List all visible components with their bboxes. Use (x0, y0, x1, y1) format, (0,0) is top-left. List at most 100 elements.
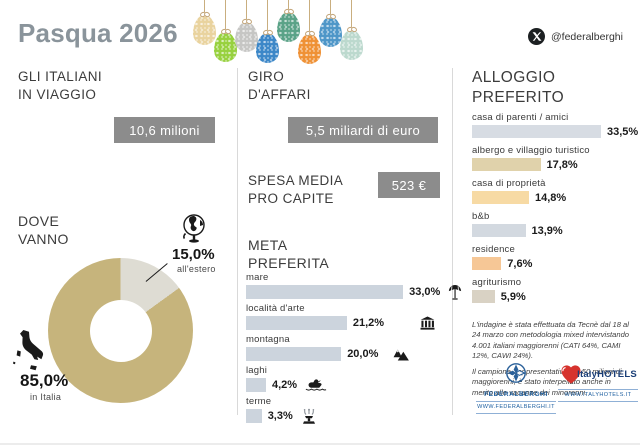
column-divider (452, 68, 453, 415)
bar-value: 33,0% (409, 286, 441, 298)
bar (246, 409, 262, 423)
bar-value: 3,3% (267, 410, 293, 422)
bar-label: terme (246, 396, 272, 407)
italyhotels-url[interactable]: WWW.ITALYHOTELS.IT (564, 392, 632, 398)
egg-bow-icon (326, 13, 336, 18)
bar-label: b&b (472, 211, 490, 222)
italyhotels-logo: ItalyHOTELS WWW.ITALYHOTELS.IT (558, 362, 638, 402)
bar-row-agriturismo: agriturismo 5,9% (472, 277, 640, 303)
egg-bow-icon (305, 30, 315, 35)
bar (246, 347, 342, 361)
egg-bow-icon (284, 8, 294, 13)
bar (246, 285, 404, 299)
bar (246, 378, 266, 392)
egg-icon (256, 33, 279, 63)
egg-string (204, 0, 205, 12)
egg-icon (319, 17, 342, 47)
egg-bow-icon (200, 11, 210, 16)
bar-row-b&b: b&b 13,9% (472, 211, 640, 237)
easter-egg (256, 0, 279, 63)
column-divider (237, 68, 238, 415)
egg-bow-icon (221, 28, 231, 33)
destinations-heading: DOVE VANNO (18, 213, 69, 248)
bar (472, 224, 526, 237)
egg-bow-icon (242, 18, 252, 23)
meta-bar-chart: mare 33,0% località d'arte 21,2% montagna 20,… (246, 272, 462, 427)
egg-string (246, 0, 247, 19)
bar-row-montagna: montagna 20,0% (246, 334, 452, 361)
federalberghi-url[interactable]: WWW.FEDERALBERGHI.IT (477, 404, 555, 410)
bar-value: 17,8% (546, 158, 578, 171)
destinations-donut-chart (48, 258, 193, 403)
mountain-icon (392, 348, 410, 361)
easter-egg (235, 0, 258, 52)
bar-value: 4,2% (272, 379, 298, 391)
bar-row-casa-di-parenti-amici: casa di parenti / amici 33,5% (472, 112, 640, 138)
alloggio-bar-chart: casa di parenti / amici 33,5% albergo e vi… (472, 112, 640, 310)
egg-bow-icon (347, 26, 357, 31)
bar-row-residence: residence 7,6% (472, 244, 640, 270)
bar-label: agriturismo (472, 277, 522, 288)
easter-egg (214, 0, 237, 62)
globe-icon (180, 212, 208, 249)
easter-eggs-decoration (193, 0, 365, 78)
logo-divider (558, 401, 638, 402)
bar-row-albergo-e-villaggio-turistico: albergo e villaggio turistico 17,8% (472, 145, 640, 171)
bar-label: laghi (246, 365, 268, 376)
easter-egg (193, 0, 216, 45)
business-heading: GIRO D'AFFARI (248, 69, 311, 102)
egg-icon (193, 15, 216, 45)
footnote-paragraph-2: Il campione, rappresentativo del 50 mili… (472, 366, 622, 397)
business-value-badge: 5,5 miliardi di euro (288, 117, 438, 143)
easter-egg (340, 0, 363, 60)
bar-value: 13,9% (531, 224, 563, 237)
bar-label: casa di proprietà (472, 178, 546, 189)
federalberghi-logo: FEDERALBERGHI WWW.FEDERALBERGHI.IT (476, 362, 556, 414)
egg-icon (340, 30, 363, 60)
logo-divider (558, 389, 638, 390)
spend-value-badge: 523 € (378, 172, 440, 198)
travellers-value-badge: 10,6 milioni (114, 117, 215, 143)
classical-building-icon (420, 316, 435, 330)
egg-string (351, 0, 352, 27)
abroad-value: 15,0% (172, 246, 215, 263)
federalberghi-name: FEDERALBERGHI (484, 391, 548, 398)
egg-icon (235, 22, 258, 52)
fountain-icon (301, 408, 317, 425)
meta-heading: META PREFERITA (248, 237, 330, 272)
logo-divider (476, 413, 556, 414)
bar-label: località d'arte (246, 303, 305, 314)
egg-string (288, 0, 289, 9)
bar-value: 14,8% (535, 191, 567, 204)
bar-value: 21,2% (352, 317, 385, 329)
italyhotels-name: ItalyHOTELS (577, 368, 637, 380)
egg-icon (298, 34, 321, 64)
methodology-footnote: L'indagine è stata effettuata da Tecnè d… (472, 320, 634, 403)
egg-bow-icon (263, 29, 273, 34)
travellers-heading: GLI ITALIANI IN VIAGGIO (18, 69, 103, 102)
bar-value: 33,5% (607, 125, 639, 138)
bar (472, 158, 541, 171)
federalberghi-emblem-icon (505, 362, 527, 389)
bar-label: mare (246, 272, 269, 283)
alloggio-heading: ALLOGGIO PREFERITO (472, 69, 565, 107)
egg-string (309, 0, 310, 31)
social-handle-text: @federalberghi (551, 30, 623, 43)
social-handle[interactable]: @federalberghi (528, 28, 623, 45)
easter-egg (277, 0, 300, 42)
bar-label: albergo e villaggio turistico (472, 145, 590, 156)
bar (472, 191, 529, 204)
italy-map-icon (9, 328, 49, 379)
egg-string (267, 0, 268, 30)
easter-egg (319, 0, 342, 47)
bar (472, 257, 502, 270)
easter-egg (298, 0, 321, 64)
italy-value: 85,0% (20, 371, 69, 390)
page-title: Pasqua 2026 (18, 18, 178, 48)
spend-heading: SPESA MEDIA PRO CAPITE (248, 173, 344, 206)
bar (246, 316, 347, 330)
egg-string (330, 0, 331, 14)
bar-row-terme: terme 3,3% (246, 396, 452, 425)
bar-row-casa-di-propriet-: casa di proprietà 14,8% (472, 178, 640, 204)
